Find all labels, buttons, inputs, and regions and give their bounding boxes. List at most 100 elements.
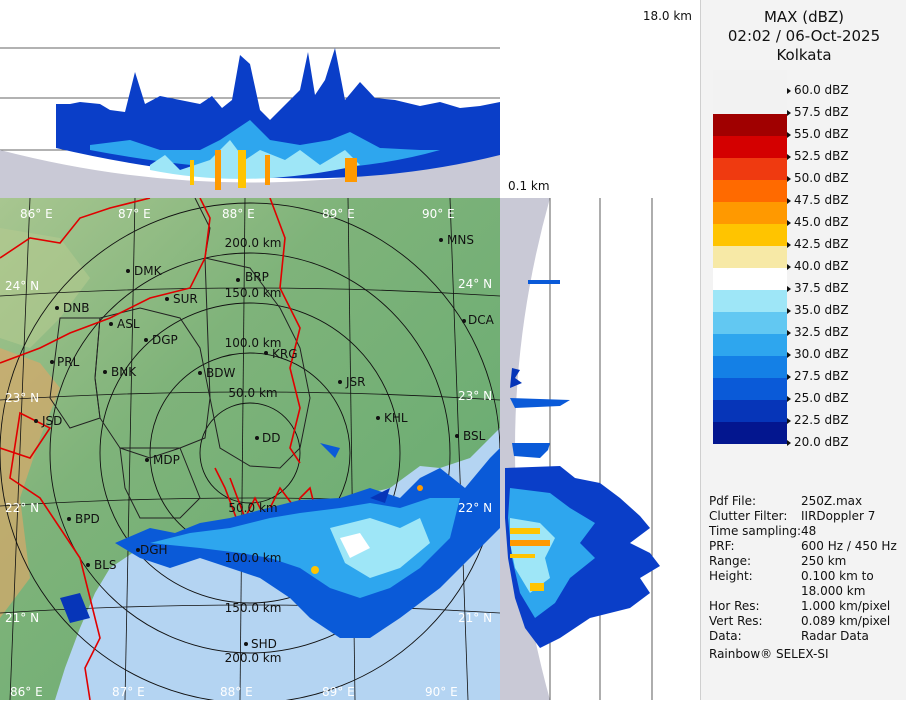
scale-tick-label: 20.0 dBZ <box>794 435 849 449</box>
tick-marker-icon <box>787 153 791 160</box>
range-ring-150km <box>99 302 401 604</box>
ring-label-150km-south: 150.0 km <box>225 601 282 615</box>
ring-label-100km-south: 100.0 km <box>225 551 282 565</box>
station-dd: DD <box>262 431 280 445</box>
info-row: Height: 0.100 km to <box>709 569 874 583</box>
lat-label-21n-right: 21° N <box>458 611 492 625</box>
station-bsl: BSL <box>463 429 486 443</box>
station-dca: DCA <box>468 313 495 327</box>
station-krg: KRG <box>272 347 298 361</box>
east-west-section-panel <box>500 198 700 700</box>
info-row: PRF: 600 Hz / 450 Hz <box>709 539 897 553</box>
station-bpd: BPD <box>75 512 100 526</box>
color-swatch <box>713 114 787 136</box>
station-prl: PRL <box>57 355 80 369</box>
stations: MNS DMK BRP DNB SUR ASL DGP DCA PRL KRG … <box>34 233 495 651</box>
scale-tick: 55.0 dBZ <box>787 127 849 141</box>
info-row: Range: 250 km <box>709 554 846 568</box>
scale-tick-label: 60.0 dBZ <box>794 83 849 97</box>
scale-tick: 42.5 dBZ <box>787 237 849 251</box>
lat-label-24n-left: 24° N <box>5 279 39 293</box>
scale-tick-label: 37.5 dBZ <box>794 281 849 295</box>
station-asl: ASL <box>117 317 140 331</box>
station-dnb: DNB <box>63 301 89 315</box>
info-key: Pdf File: <box>709 494 757 508</box>
station-bnk: BNK <box>111 365 137 379</box>
scale-tick-label: 52.5 dBZ <box>794 149 849 163</box>
info-value: 250 km <box>801 554 847 568</box>
scale-tick: 37.5 dBZ <box>787 281 849 295</box>
info-row: Vert Res: 0.089 km/pixel <box>709 614 890 628</box>
info-row: Hor Res: 1.000 km/pixel <box>709 599 890 613</box>
info-value: 18.000 km <box>801 584 866 598</box>
tick-marker-icon <box>787 285 791 292</box>
scale-tick-label: 57.5 dBZ <box>794 105 849 119</box>
legend-panel: MAX (dBZ) 02:02 / 06-Oct-2025 Kolkata 60… <box>700 0 906 700</box>
state-boundaries <box>0 198 321 700</box>
ring-label-200km-south: 200.0 km <box>225 651 282 665</box>
color-swatch <box>713 180 787 202</box>
info-row: Pdf File: 250Z.max <box>709 494 862 508</box>
color-swatch <box>713 224 787 246</box>
lat-label-22n-left: 22° N <box>5 501 39 515</box>
ring-label-150km-north: 150.0 km <box>225 286 282 300</box>
tick-marker-icon <box>787 197 791 204</box>
scale-tick-label: 30.0 dBZ <box>794 347 849 361</box>
station-jsd: JSD <box>41 414 62 428</box>
lat-label-22n-right: 22° N <box>458 501 492 515</box>
scale-tick: 20.0 dBZ <box>787 435 849 449</box>
scale-tick-label: 50.0 dBZ <box>794 171 849 185</box>
lon-label-86e-bottom: 86° E <box>10 685 43 699</box>
range-ring-250km <box>0 202 500 700</box>
info-row: 18.000 km <box>709 584 865 598</box>
scale-tick-label: 27.5 dBZ <box>794 369 849 383</box>
info-value: 250Z.max <box>801 494 863 508</box>
lat-label-23n-right: 23° N <box>458 389 492 403</box>
info-key: Range: <box>709 554 752 568</box>
scale-tick-label: 35.0 dBZ <box>794 303 849 317</box>
lon-label-87e-bottom: 87° E <box>112 685 145 699</box>
section-bottom-height: 0.1 km <box>508 179 550 193</box>
station-mdp: MDP <box>153 453 180 467</box>
scale-tick: 50.0 dBZ <box>787 171 849 185</box>
lon-label-90e-top: 90° E <box>422 207 455 221</box>
legend-station: Kolkata <box>776 46 832 64</box>
scale-tick: 35.0 dBZ <box>787 303 849 317</box>
lat-label-24n-right: 24° N <box>458 277 492 291</box>
info-value: 0.100 km to <box>801 569 874 583</box>
lon-label-89e-bottom: 89° E <box>322 685 355 699</box>
color-swatch <box>713 92 787 114</box>
scale-tick-label: 55.0 dBZ <box>794 127 849 141</box>
info-key: Height: <box>709 569 753 583</box>
color-swatch <box>713 246 787 268</box>
tick-marker-icon <box>787 241 791 248</box>
station-mns: MNS <box>447 233 474 247</box>
corner-svg: 18.0 km 0.1 km <box>508 9 692 193</box>
tick-marker-icon <box>787 175 791 182</box>
scale-tick: 57.5 dBZ <box>787 105 849 119</box>
info-value: Radar Data <box>801 629 869 643</box>
tick-marker-icon <box>787 307 791 314</box>
info-key: Hor Res: <box>709 599 760 613</box>
ring-label-50km-south: 50.0 km <box>228 501 277 515</box>
station-brp: BRP <box>245 270 269 284</box>
scale-tick: 22.5 dBZ <box>787 413 849 427</box>
tick-marker-icon <box>787 351 791 358</box>
right-section-svg <box>500 198 660 700</box>
map-svg: 200.0 km 150.0 km 100.0 km 50.0 km 50.0 … <box>0 198 500 700</box>
station-dgh: DGH <box>140 543 168 557</box>
color-swatch <box>713 378 787 400</box>
info-key: Clutter Filter: <box>709 509 788 523</box>
color-swatch <box>713 202 787 224</box>
color-swatch <box>713 334 787 356</box>
section-top-height: 18.0 km <box>643 9 692 23</box>
info-key: Time sampling: <box>709 524 802 538</box>
info-value: 1.000 km/pixel <box>801 599 891 613</box>
ring-label-50km-north: 50.0 km <box>228 386 277 400</box>
scale-tick-label: 47.5 dBZ <box>794 193 849 207</box>
station-shd: SHD <box>251 637 277 651</box>
scale-tick: 27.5 dBZ <box>787 369 849 383</box>
lon-label-88e-top: 88° E <box>222 207 255 221</box>
range-ring-200km <box>49 252 451 654</box>
station-khl: KHL <box>384 411 408 425</box>
